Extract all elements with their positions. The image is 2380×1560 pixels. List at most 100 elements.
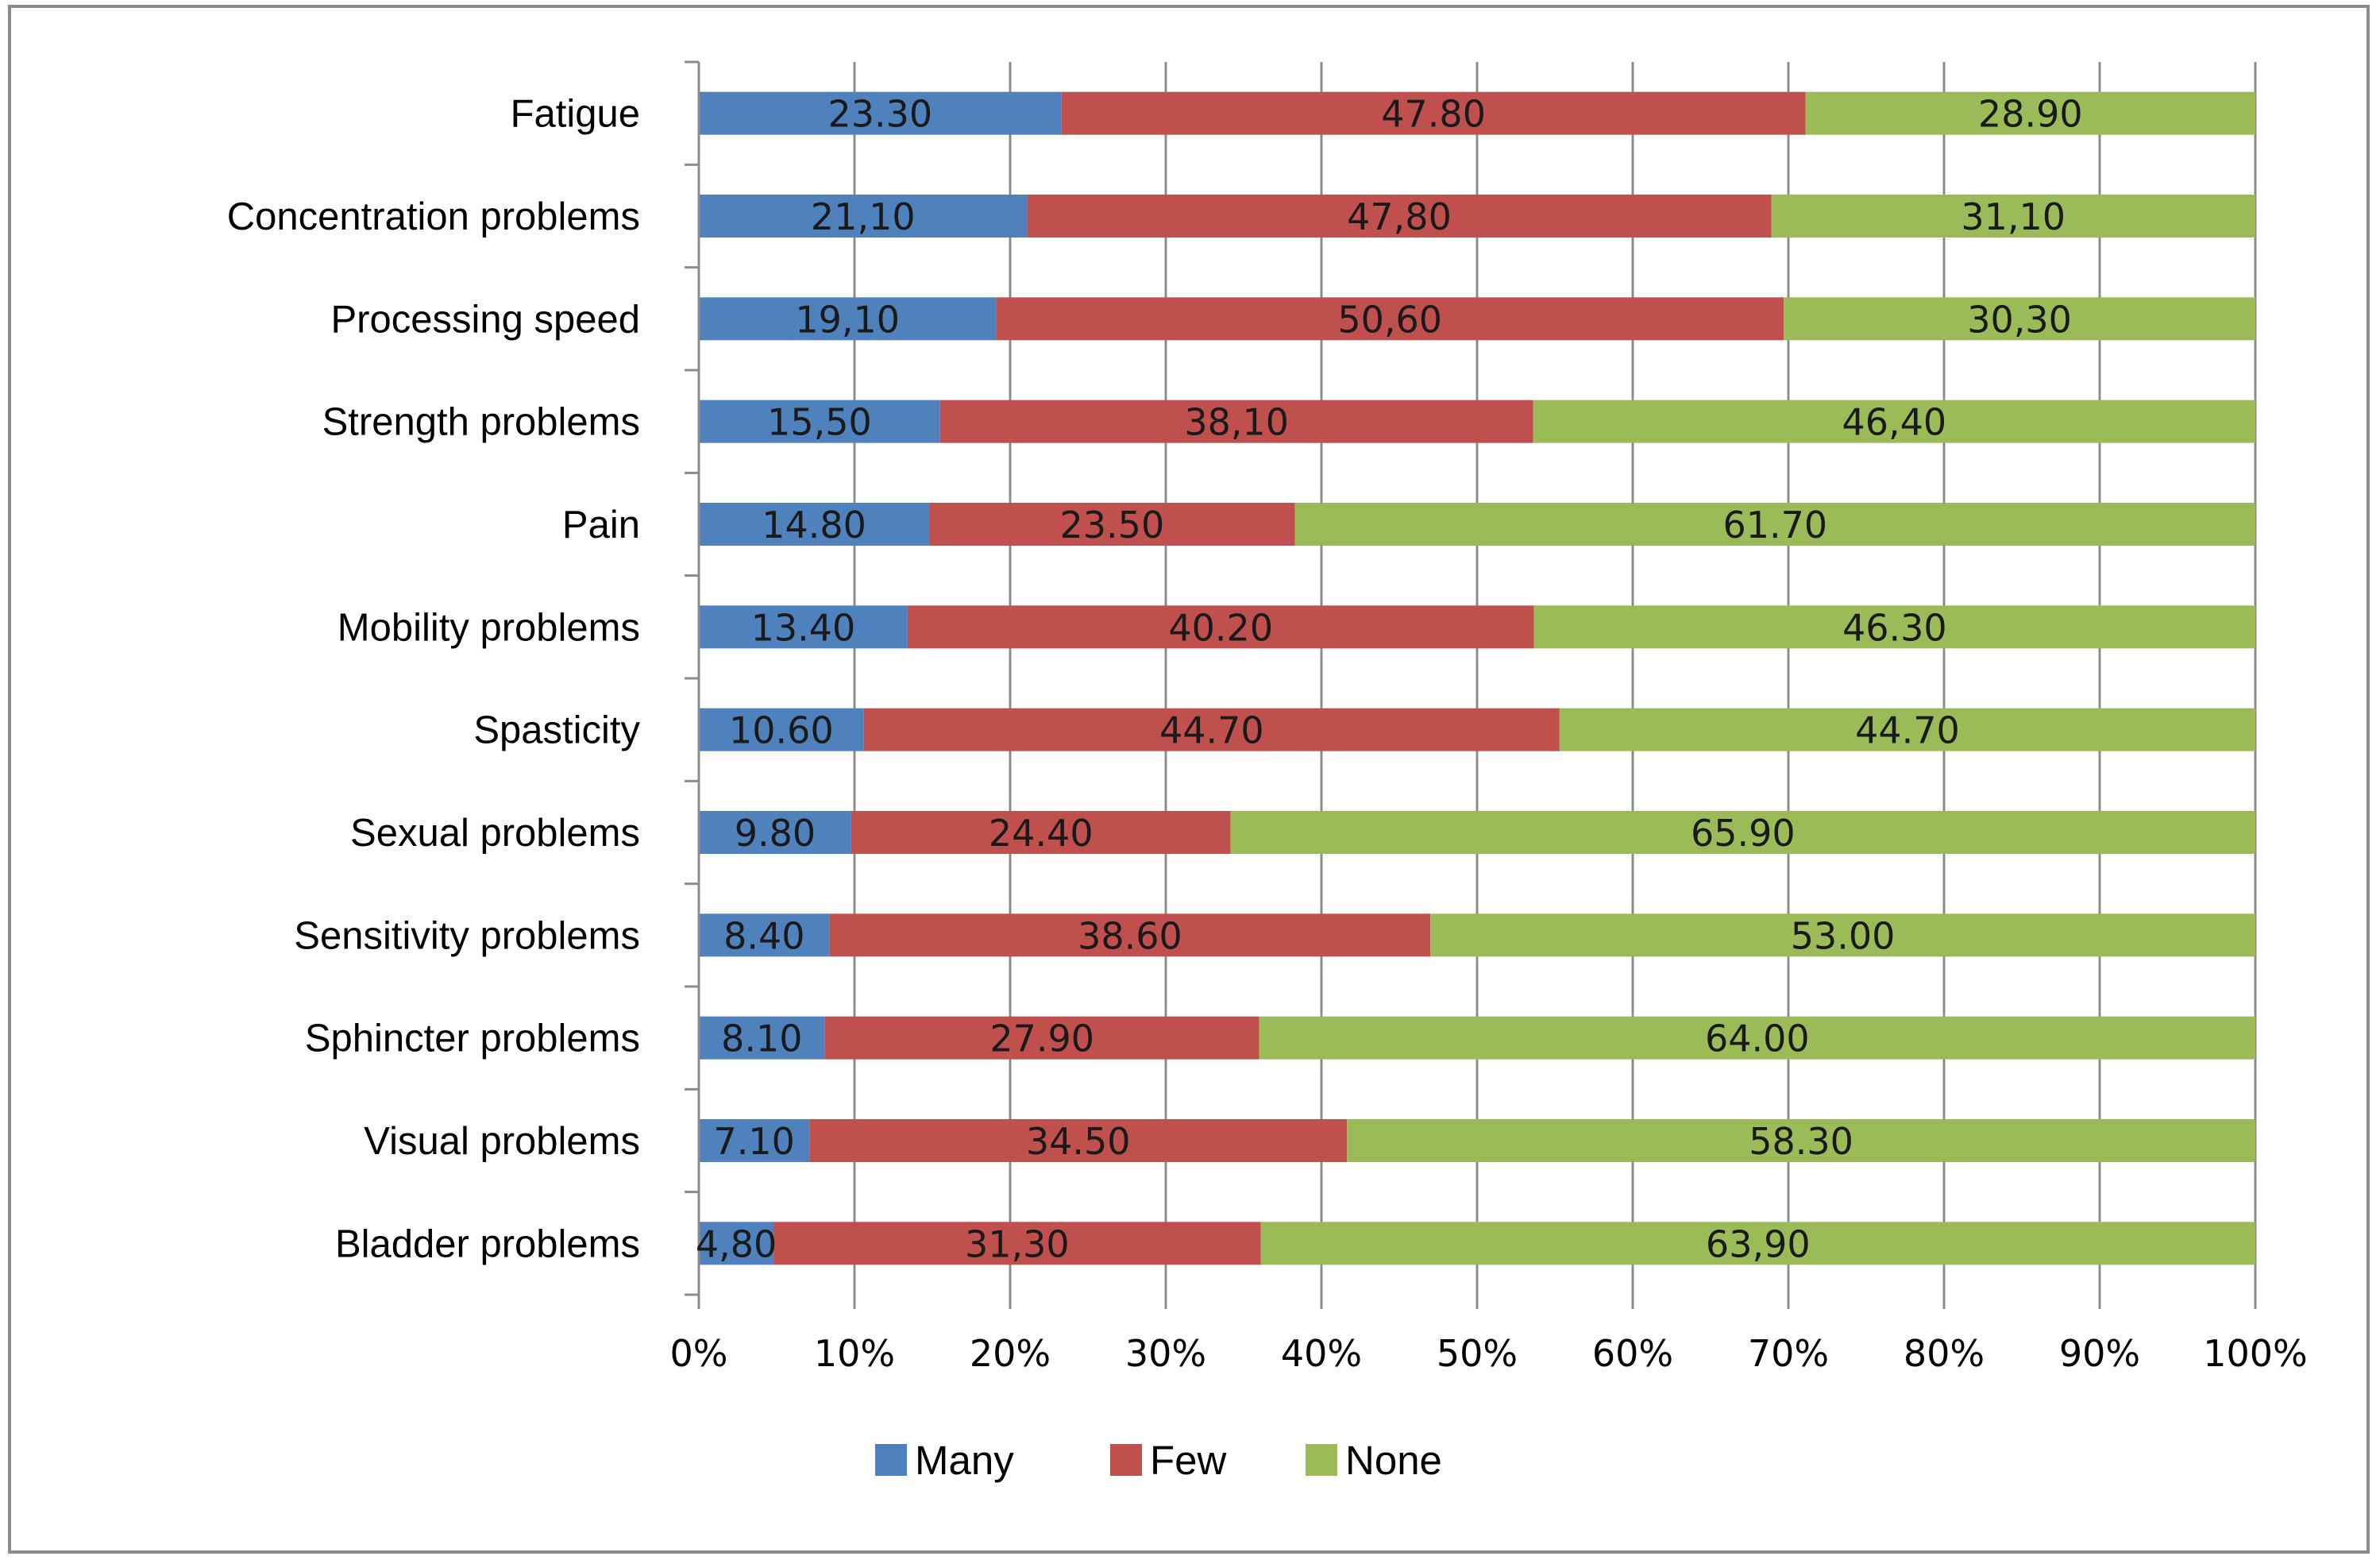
data-label: 46,40 [1842, 401, 1946, 444]
bar-many [699, 1119, 810, 1162]
data-label: 38,10 [1184, 401, 1289, 444]
axes [685, 60, 2257, 1309]
data-label: 61.70 [1722, 504, 1827, 546]
x-tick-label: 60% [1592, 1332, 1673, 1375]
data-label: 9.80 [735, 812, 816, 855]
category-label: Bladder problems [335, 1222, 640, 1265]
data-label: 8.40 [723, 914, 804, 957]
data-label: 8.10 [721, 1017, 802, 1060]
x-tick-label: 0% [670, 1332, 728, 1375]
data-label: 31,10 [1961, 195, 2066, 238]
data-label: 53.00 [1791, 914, 1896, 957]
bar-none [1784, 297, 2255, 341]
category-label: Strength problems [322, 401, 640, 444]
bar-few [939, 400, 1533, 443]
bar-none [1260, 1222, 2255, 1265]
legend-swatch [1306, 1444, 1337, 1476]
data-label: 21,10 [811, 195, 916, 238]
x-tick-label: 20% [970, 1332, 1051, 1375]
data-label: 14.80 [762, 504, 866, 546]
category-label: Sensitivity problems [294, 914, 640, 957]
bar-none [1430, 913, 2255, 957]
bar-few [1027, 195, 1772, 237]
data-label: 28.90 [1978, 93, 2083, 136]
legend: Many Few None [875, 1438, 1442, 1483]
bar-few [996, 297, 1784, 341]
bar-many [699, 1016, 825, 1060]
category-label: Sphincter problems [305, 1017, 640, 1060]
x-tick-label: 70% [1748, 1332, 1829, 1375]
data-label: 44.70 [1855, 709, 1960, 752]
data-label: 27.90 [989, 1017, 1094, 1060]
data-label: 46.30 [1842, 606, 1947, 649]
category-label: Processing speed [330, 298, 640, 341]
legend-swatch [1110, 1444, 1142, 1476]
bar-few [907, 605, 1534, 649]
data-label: 50,60 [1337, 298, 1442, 341]
bar-none [1805, 91, 2255, 135]
x-tick-label: 30% [1125, 1332, 1206, 1375]
data-label: 38.60 [1078, 914, 1182, 957]
data-label: 23.30 [827, 93, 932, 136]
data-label: 31,30 [965, 1222, 1070, 1265]
legend-label: Few [1150, 1438, 1227, 1483]
grid-lines [697, 62, 2257, 1295]
bar-none [1771, 195, 2255, 237]
x-tick-label: 40% [1281, 1332, 1362, 1375]
chart-frame [8, 5, 2370, 1554]
data-label: 4,80 [696, 1222, 777, 1265]
bar-none [1259, 1016, 2255, 1060]
legend-swatch [875, 1444, 907, 1476]
category-label: Concentration problems [227, 195, 640, 238]
bar-few [824, 1016, 1259, 1060]
bar-few [1061, 91, 1806, 135]
category-label: Mobility problems [338, 606, 640, 649]
x-tick-label: 80% [1904, 1332, 1985, 1375]
bar-many [699, 708, 864, 751]
x-tick-label: 10% [814, 1332, 895, 1375]
labels: 0% 10% 20% 30% 40% 50% 60% 70% 80% 90% 100% 23.30 47… [227, 93, 2308, 1375]
data-label: 58.30 [1749, 1120, 1853, 1163]
data-label: 34.50 [1026, 1120, 1131, 1163]
data-label: 13.40 [751, 606, 856, 649]
data-label: 65.90 [1691, 812, 1796, 855]
data-label: 23.50 [1060, 504, 1165, 546]
bar-few [773, 1222, 1261, 1265]
bar-many [699, 297, 997, 341]
data-label: 30,30 [1967, 298, 2072, 341]
data-label: 24.40 [989, 812, 1094, 855]
bar-none [1347, 1119, 2255, 1162]
data-label: 7.10 [713, 1120, 794, 1163]
bar-few [929, 503, 1295, 546]
data-label: 19,10 [795, 298, 900, 341]
bar-many [699, 195, 1028, 237]
bar-few [829, 913, 1431, 957]
data-label: 47,80 [1347, 195, 1452, 238]
data-label: 10.60 [729, 709, 834, 752]
x-tick-label: 100% [2203, 1332, 2308, 1375]
category-label: Visual problems [364, 1120, 640, 1163]
bars [699, 91, 2255, 1265]
bar-none [1294, 503, 2255, 546]
data-label: 44.70 [1159, 709, 1264, 752]
data-label: 15,50 [767, 401, 872, 444]
legend-label: Many [915, 1438, 1014, 1483]
category-label: Sexual problems [350, 812, 640, 855]
data-label: 47.80 [1381, 93, 1486, 136]
bar-many [699, 811, 851, 854]
legend-label: None [1345, 1438, 1442, 1483]
bar-many [699, 503, 930, 546]
bar-many [699, 91, 1062, 135]
bar-few [863, 708, 1560, 751]
data-label: 63,90 [1706, 1222, 1811, 1265]
category-label: Spasticity [473, 709, 640, 752]
bar-many [699, 400, 940, 443]
data-label: 64.00 [1705, 1017, 1810, 1060]
category-label: Fatigue [511, 93, 640, 136]
bar-many [699, 605, 908, 649]
bar-none [1533, 605, 2255, 649]
bar-many [699, 1222, 774, 1265]
bar-few [851, 811, 1231, 854]
bar-none [1559, 708, 2255, 751]
